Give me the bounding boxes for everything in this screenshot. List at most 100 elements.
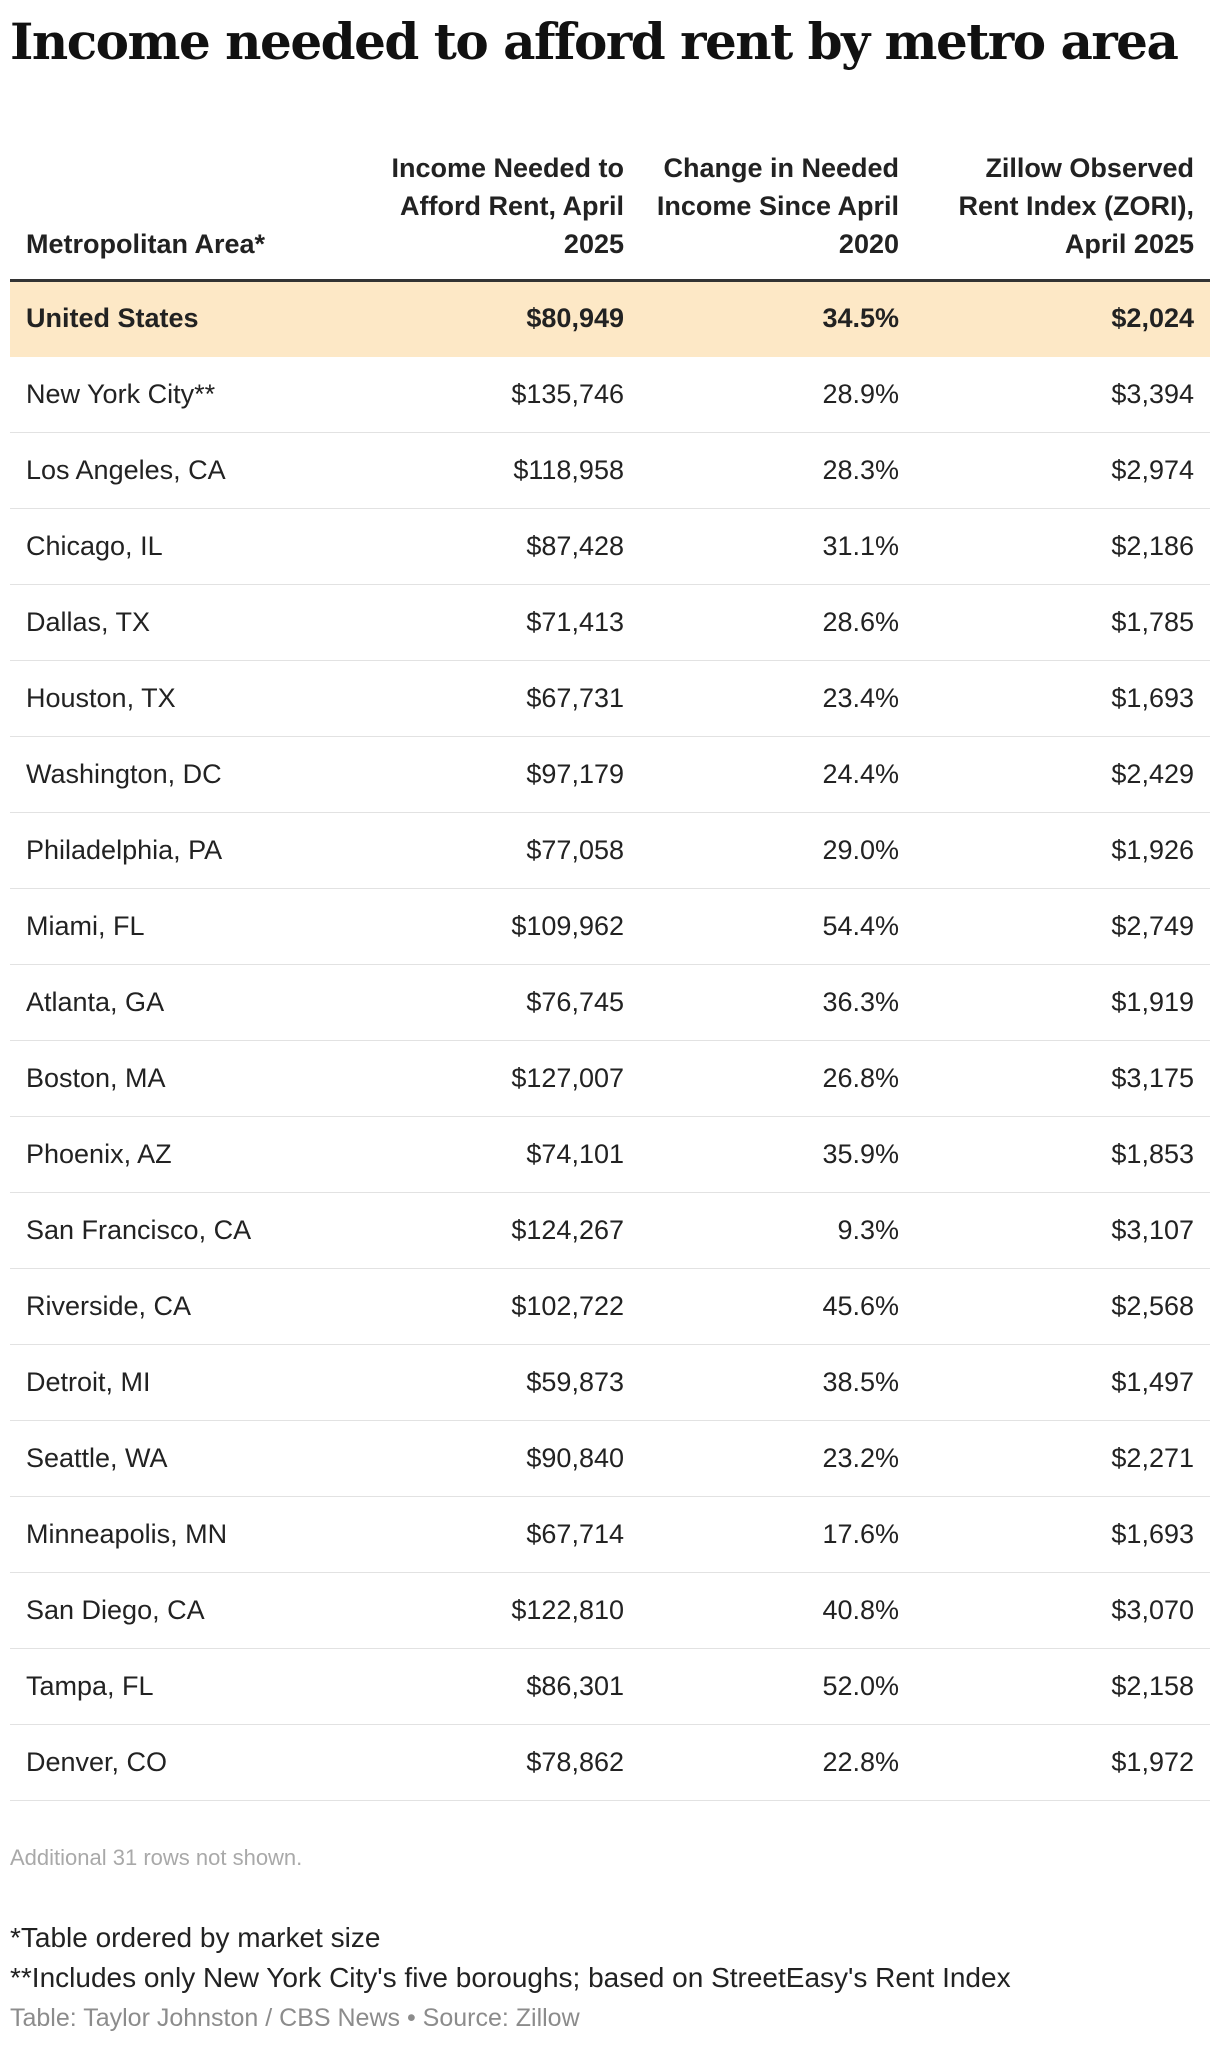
cell-metro: Detroit, MI (10, 1344, 370, 1421)
cell-income: $78,862 (370, 1724, 640, 1801)
data-table: Metropolitan Area* Income Needed to Affo… (10, 128, 1210, 1801)
cell-metro: Denver, CO (10, 1724, 370, 1801)
cell-metro: New York City** (10, 356, 370, 433)
cell-zori: $1,919 (915, 964, 1210, 1041)
cell-income: $97,179 (370, 736, 640, 813)
cell-zori: $3,070 (915, 1572, 1210, 1649)
cell-change: 40.8% (640, 1572, 915, 1649)
cell-metro: Miami, FL (10, 888, 370, 965)
table-row: Dallas, TX $71,413 28.6% $1,785 (10, 584, 1210, 661)
cell-zori: $1,972 (915, 1724, 1210, 1801)
cell-zori: $2,158 (915, 1648, 1210, 1725)
cell-change: 31.1% (640, 508, 915, 585)
footnote-nyc: **Includes only New York City's five bor… (10, 1962, 1011, 1993)
cell-change: 52.0% (640, 1648, 915, 1725)
cell-income: $102,722 (370, 1268, 640, 1345)
cell-income: $90,840 (370, 1420, 640, 1497)
table-row-highlight: United States $80,949 34.5% $2,024 (10, 280, 1210, 357)
cell-income: $67,731 (370, 660, 640, 737)
table-row: Tampa, FL $86,301 52.0% $2,158 (10, 1648, 1210, 1725)
cell-change: 22.8% (640, 1724, 915, 1801)
table-row: Miami, FL $109,962 54.4% $2,749 (10, 888, 1210, 965)
cell-zori: $2,186 (915, 508, 1210, 585)
table-row: Minneapolis, MN $67,714 17.6% $1,693 (10, 1496, 1210, 1573)
cell-income: $59,873 (370, 1344, 640, 1421)
cell-income: $76,745 (370, 964, 640, 1041)
column-header-metro: Metropolitan Area* (10, 128, 370, 282)
table-body: United States $80,949 34.5% $2,024 New York … (10, 280, 1210, 1801)
cell-zori: $2,024 (915, 280, 1210, 357)
cell-metro: Dallas, TX (10, 584, 370, 661)
table-row: Denver, CO $78,862 22.8% $1,972 (10, 1724, 1210, 1801)
cell-change: 24.4% (640, 736, 915, 813)
cell-income: $80,949 (370, 280, 640, 357)
table-row: Detroit, MI $59,873 38.5% $1,497 (10, 1344, 1210, 1421)
rows-not-shown-note: Additional 31 rows not shown. (10, 1845, 303, 1870)
cell-income: $127,007 (370, 1040, 640, 1117)
table-row: New York City** $135,746 28.9% $3,394 (10, 356, 1210, 433)
cell-metro: San Diego, CA (10, 1572, 370, 1649)
cell-zori: $3,107 (915, 1192, 1210, 1269)
column-header-income: Income Needed to Afford Rent, April 2025 (370, 128, 640, 282)
cell-metro: Riverside, CA (10, 1268, 370, 1345)
table-row: Chicago, IL $87,428 31.1% $2,186 (10, 508, 1210, 585)
table-row: Riverside, CA $102,722 45.6% $2,568 (10, 1268, 1210, 1345)
table-row: San Diego, CA $122,810 40.8% $3,070 (10, 1572, 1210, 1649)
cell-change: 36.3% (640, 964, 915, 1041)
cell-metro: Atlanta, GA (10, 964, 370, 1041)
cell-metro: Minneapolis, MN (10, 1496, 370, 1573)
cell-income: $122,810 (370, 1572, 640, 1649)
table-row: Philadelphia, PA $77,058 29.0% $1,926 (10, 812, 1210, 889)
cell-metro: Boston, MA (10, 1040, 370, 1117)
cell-change: 23.4% (640, 660, 915, 737)
cell-metro: Los Angeles, CA (10, 432, 370, 509)
cell-metro: Tampa, FL (10, 1648, 370, 1725)
table-row: San Francisco, CA $124,267 9.3% $3,107 (10, 1192, 1210, 1269)
cell-zori: $1,693 (915, 660, 1210, 737)
cell-income: $71,413 (370, 584, 640, 661)
cell-zori: $1,853 (915, 1116, 1210, 1193)
cell-metro: Philadelphia, PA (10, 812, 370, 889)
footnotes: *Table ordered by market size **Includes… (10, 1918, 1011, 1998)
cell-income: $67,714 (370, 1496, 640, 1573)
cell-income: $86,301 (370, 1648, 640, 1725)
cell-change: 28.3% (640, 432, 915, 509)
cell-change: 17.6% (640, 1496, 915, 1573)
table-row: Houston, TX $67,731 23.4% $1,693 (10, 660, 1210, 737)
cell-change: 29.0% (640, 812, 915, 889)
cell-zori: $1,785 (915, 584, 1210, 661)
cell-zori: $2,749 (915, 888, 1210, 965)
cell-metro: Phoenix, AZ (10, 1116, 370, 1193)
cell-change: 23.2% (640, 1420, 915, 1497)
cell-metro: Houston, TX (10, 660, 370, 737)
cell-metro: Chicago, IL (10, 508, 370, 585)
table-row: Los Angeles, CA $118,958 28.3% $2,974 (10, 432, 1210, 509)
table-row: Atlanta, GA $76,745 36.3% $1,919 (10, 964, 1210, 1041)
cell-metro: Washington, DC (10, 736, 370, 813)
cell-zori: $3,175 (915, 1040, 1210, 1117)
cell-zori: $1,926 (915, 812, 1210, 889)
table-row: Seattle, WA $90,840 23.2% $2,271 (10, 1420, 1210, 1497)
cell-income: $74,101 (370, 1116, 640, 1193)
cell-change: 35.9% (640, 1116, 915, 1193)
source-credit: Table: Taylor Johnston / CBS News • Sour… (10, 2004, 580, 2032)
cell-zori: $1,497 (915, 1344, 1210, 1421)
column-header-zori: Zillow Observed Rent Index (ZORI), April… (915, 128, 1210, 282)
cell-change: 26.8% (640, 1040, 915, 1117)
cell-zori: $2,429 (915, 736, 1210, 813)
cell-metro: United States (10, 280, 370, 357)
header-row: Metropolitan Area* Income Needed to Affo… (10, 128, 1210, 282)
cell-zori: $1,693 (915, 1496, 1210, 1573)
table-row: Washington, DC $97,179 24.4% $2,429 (10, 736, 1210, 813)
cell-change: 34.5% (640, 280, 915, 357)
cell-change: 28.9% (640, 356, 915, 433)
cell-income: $109,962 (370, 888, 640, 965)
cell-income: $135,746 (370, 356, 640, 433)
cell-change: 38.5% (640, 1344, 915, 1421)
cell-zori: $2,974 (915, 432, 1210, 509)
cell-change: 9.3% (640, 1192, 915, 1269)
chart-title: Income needed to afford rent by metro ar… (10, 12, 1179, 71)
cell-zori: $2,568 (915, 1268, 1210, 1345)
cell-income: $77,058 (370, 812, 640, 889)
cell-zori: $2,271 (915, 1420, 1210, 1497)
